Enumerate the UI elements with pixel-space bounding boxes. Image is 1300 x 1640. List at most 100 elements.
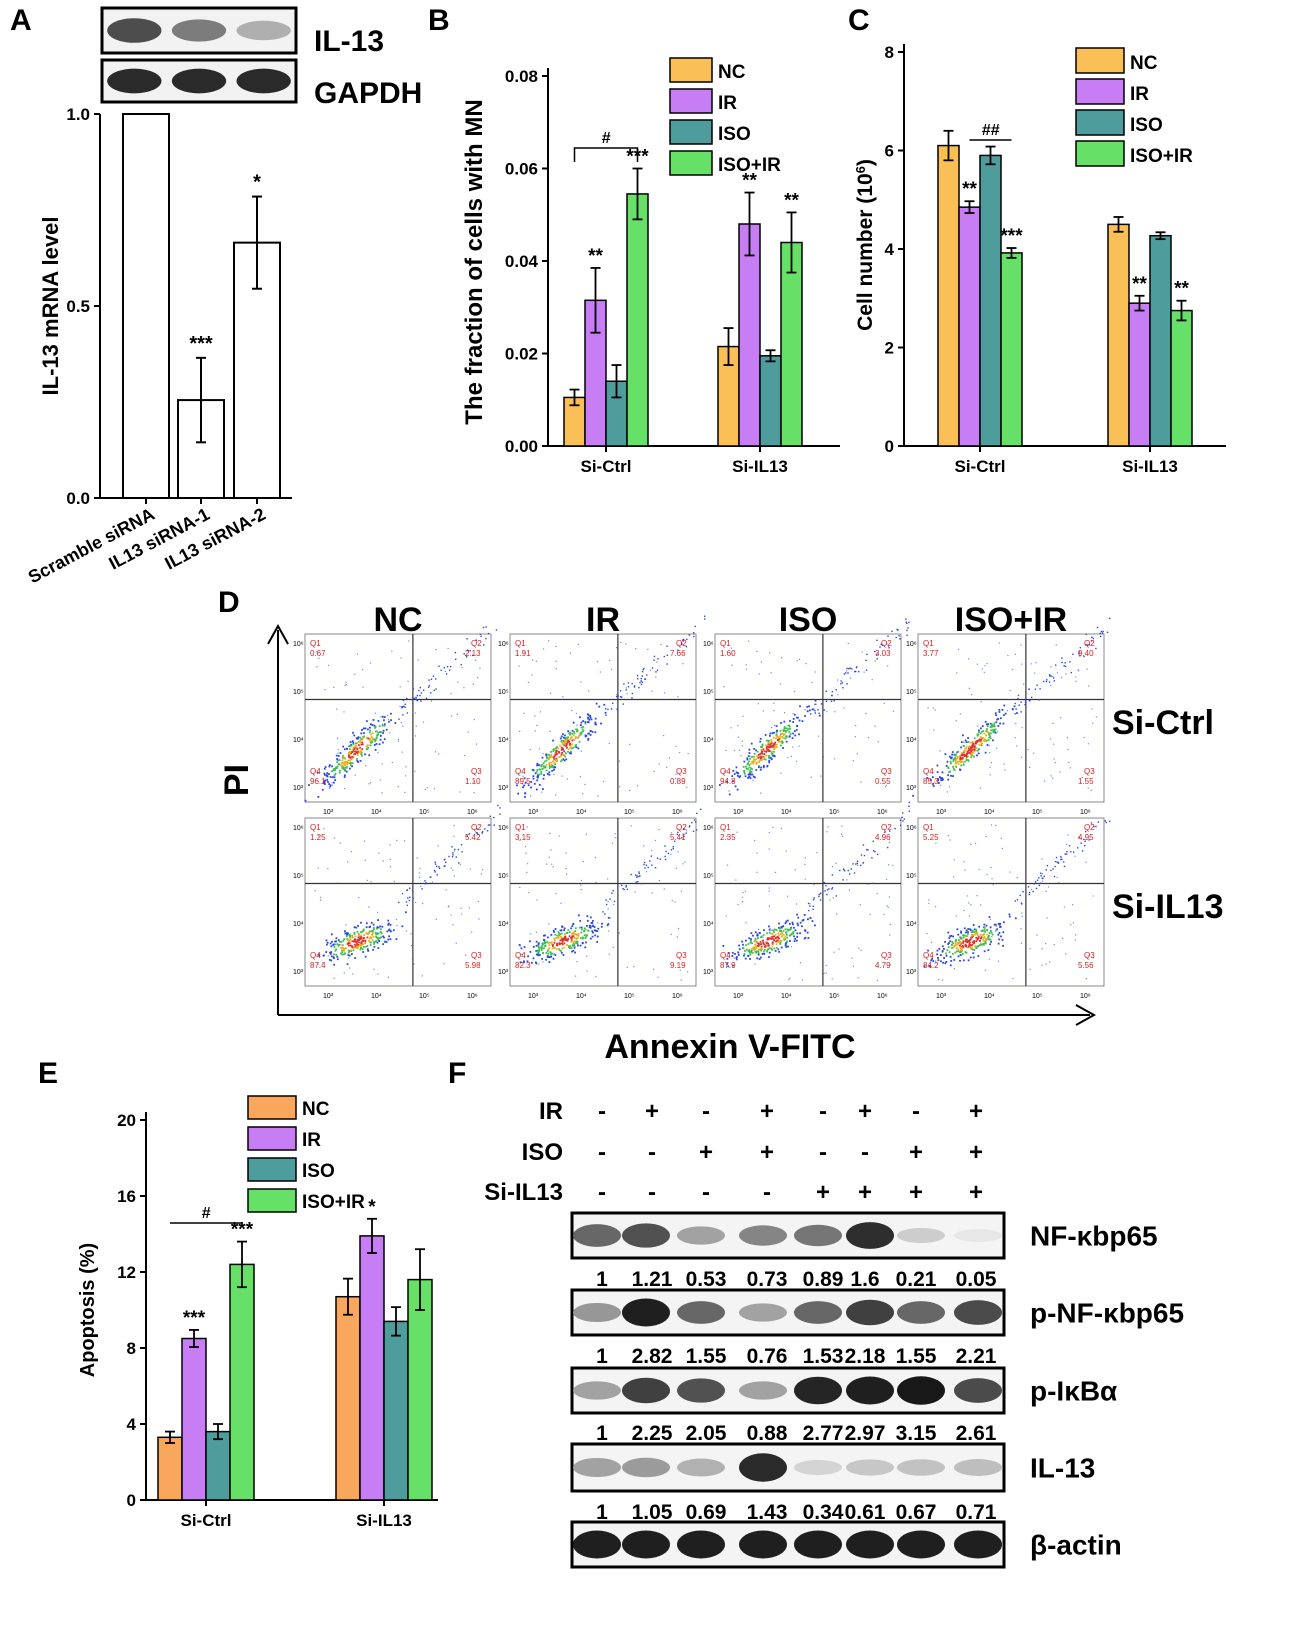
d-scatter-point	[971, 740, 974, 743]
d-scatter-point	[977, 936, 980, 938]
d-scatter-point	[353, 940, 356, 943]
d-scatter-point	[571, 950, 573, 953]
f-band	[573, 1457, 621, 1478]
b-y-tick-label: 0.04	[505, 252, 539, 271]
d-scatter-point	[351, 757, 354, 760]
d-scatter-point	[772, 826, 774, 829]
d-scatter-point	[750, 742, 753, 745]
d-scatter-point	[388, 928, 390, 930]
d-scatter-point	[344, 930, 346, 933]
d-scatter-point	[967, 940, 970, 943]
d-scatter-point	[382, 935, 385, 938]
d-scatter-point	[738, 776, 741, 779]
c-legend-swatch	[1075, 78, 1125, 105]
d-quadrant-value: 87.4	[310, 961, 326, 970]
d-scatter-point	[555, 757, 558, 760]
d-scatter-point	[780, 926, 783, 929]
d-scatter-point	[993, 724, 996, 727]
f-band-quant: 0.69	[686, 1501, 727, 1524]
d-scatter-point	[357, 936, 360, 939]
d-scatter-point	[952, 876, 955, 878]
d-scatter-point	[789, 977, 791, 979]
c-bar	[1170, 309, 1193, 447]
d-scatter-point	[744, 957, 747, 960]
d-x-tick-label: 10⁵	[624, 993, 635, 1000]
d-scatter-point	[754, 963, 756, 965]
d-scatter-point	[1096, 626, 1099, 629]
d-scatter-point	[387, 922, 390, 925]
d-scatter-point	[540, 765, 543, 768]
d-scatter-point	[421, 888, 423, 890]
d-scatter-point	[745, 668, 748, 670]
d-scatter-point	[767, 944, 770, 947]
f-band	[739, 1303, 787, 1322]
d-scatter-point	[679, 751, 681, 754]
d-scatter-point	[735, 766, 738, 769]
d-scatter-point	[480, 873, 483, 875]
d-scatter-point	[1061, 661, 1063, 664]
d-scatter-point	[568, 738, 571, 741]
d-scatter-point	[947, 778, 950, 781]
d-scatter-point	[795, 728, 798, 731]
panel-letter-d: D	[218, 586, 240, 619]
d-scatter-point	[788, 928, 791, 931]
d-scatter-point	[586, 721, 589, 723]
d-scatter-point	[541, 945, 544, 947]
d-scatter-point	[950, 944, 953, 947]
d-scatter-point	[814, 699, 817, 702]
d-scatter-point	[444, 865, 446, 867]
d-scatter-point	[972, 934, 975, 937]
d-scatter-point	[382, 732, 385, 734]
d-scatter-point	[377, 733, 380, 736]
d-scatter-point	[350, 743, 353, 746]
d-scatter-point	[559, 933, 562, 936]
d-scatter-point	[353, 926, 356, 929]
d-scatter-point	[954, 765, 957, 767]
d-scatter-point	[338, 763, 341, 766]
d-scatter-point	[331, 784, 333, 786]
d-scatter-point	[801, 979, 804, 981]
d-scatter-point	[485, 626, 487, 628]
d-scatter-point	[1016, 899, 1019, 901]
d-scatter-point	[773, 939, 776, 942]
d-scatter-point	[752, 775, 755, 778]
d-scatter-point	[681, 837, 683, 839]
d-scatter-point	[1042, 877, 1044, 880]
d-scatter-point	[367, 747, 370, 749]
d-scatter-point	[963, 753, 966, 756]
d-scatter-point	[362, 940, 365, 942]
d-scatter-point	[777, 941, 780, 944]
d-scatter-point	[587, 714, 590, 716]
d-scatter-point	[745, 948, 748, 951]
d-scatter-point	[972, 935, 974, 938]
d-scatter-point	[952, 946, 955, 949]
d-scatter-point	[930, 959, 933, 962]
d-scatter-point	[856, 862, 859, 865]
d-scatter-point	[990, 929, 992, 932]
d-scatter-point	[1030, 696, 1033, 699]
d-scatter-point	[1030, 663, 1032, 665]
d-scatter-point	[568, 931, 571, 934]
d-scatter-point	[780, 935, 783, 938]
d-scatter-point	[592, 925, 595, 927]
d-scatter-point	[971, 943, 974, 946]
d-scatter-point	[346, 763, 349, 766]
d-scatter-point	[327, 664, 330, 666]
d-scatter-point	[745, 939, 747, 942]
d-scatter-point	[493, 816, 495, 819]
d-scatter-point	[623, 888, 625, 891]
d-scatter-point	[330, 955, 333, 958]
d-scatter-point	[564, 937, 567, 940]
d-scatter-point	[401, 706, 403, 709]
d-scatter-point	[933, 729, 935, 731]
b-legend-swatch	[669, 150, 713, 176]
d-scatter-point	[387, 976, 389, 978]
d-scatter-point	[575, 712, 577, 715]
d-scatter-point	[735, 771, 738, 774]
d-scatter-point	[769, 746, 772, 749]
d-scatter-point	[598, 705, 601, 708]
d-scatter-point	[977, 725, 979, 727]
d-scatter-point	[327, 781, 329, 783]
d-scatter-point	[956, 751, 959, 754]
d-scatter-point	[580, 721, 583, 724]
